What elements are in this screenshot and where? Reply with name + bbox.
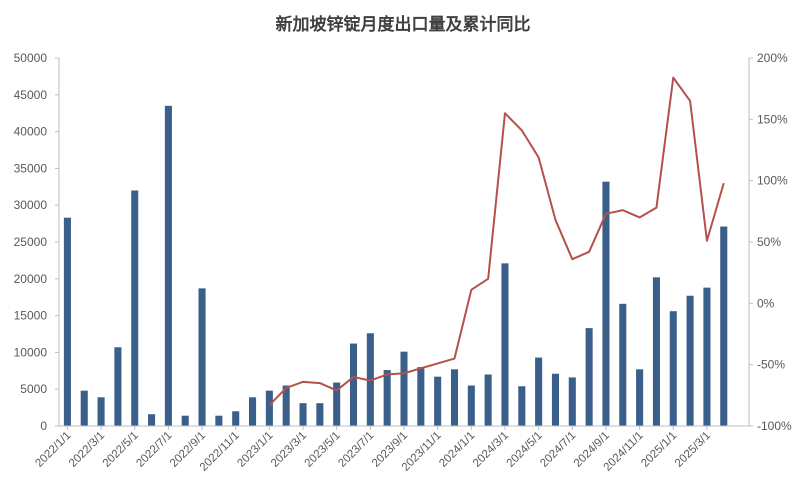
bar bbox=[349, 343, 358, 426]
x-tick-label: 2022/7/1 bbox=[134, 430, 174, 470]
right-tick-label: -100% bbox=[757, 419, 792, 433]
bar bbox=[97, 397, 105, 426]
x-axis: 2022/1/12022/3/12022/5/12022/7/12022/9/1… bbox=[33, 425, 749, 474]
bar bbox=[63, 217, 71, 426]
right-y-axis: -100% -50% 0% 50% 100% 150% 200% bbox=[748, 51, 792, 433]
bar bbox=[568, 377, 576, 426]
bar bbox=[383, 370, 391, 426]
bar bbox=[249, 397, 257, 426]
bar bbox=[282, 385, 290, 426]
bar bbox=[484, 374, 492, 426]
left-tick-label: 20000 bbox=[14, 272, 48, 286]
bar bbox=[602, 181, 610, 426]
x-tick-label: 2024/7/1 bbox=[538, 430, 578, 470]
bar bbox=[215, 415, 223, 426]
left-tick-label: 10000 bbox=[14, 345, 48, 359]
left-tick-label: 30000 bbox=[14, 198, 48, 212]
bar bbox=[265, 390, 273, 426]
bar bbox=[198, 288, 206, 426]
left-tick-label: 40000 bbox=[14, 125, 48, 139]
right-tick-label: 150% bbox=[757, 112, 788, 126]
bar-series bbox=[63, 105, 728, 426]
left-tick-label: 35000 bbox=[14, 161, 48, 175]
x-tick-label: 2022/3/1 bbox=[67, 430, 107, 470]
bar bbox=[551, 373, 559, 426]
bar bbox=[467, 385, 475, 426]
chart-title: 新加坡锌锭月度出口量及累计同比 bbox=[276, 14, 531, 35]
right-tick-label: -50% bbox=[757, 358, 785, 372]
bar bbox=[299, 403, 307, 426]
bar bbox=[585, 328, 593, 426]
left-tick-label: 50000 bbox=[14, 51, 48, 65]
bar bbox=[333, 382, 341, 426]
line-series bbox=[268, 76, 725, 406]
x-tick-label: 2022/1/1 bbox=[33, 430, 73, 470]
bar bbox=[703, 287, 711, 426]
bar bbox=[652, 277, 660, 426]
bar bbox=[181, 415, 189, 426]
left-tick-label: 45000 bbox=[14, 88, 48, 102]
bar bbox=[501, 263, 509, 426]
bar bbox=[636, 369, 644, 426]
x-tick-label: 2023/5/1 bbox=[303, 430, 343, 470]
left-tick-label: 0 bbox=[40, 419, 47, 433]
x-tick-label: 2025/3/1 bbox=[673, 430, 713, 470]
x-tick-label: 2024/3/1 bbox=[471, 430, 511, 470]
bar bbox=[114, 347, 122, 426]
bar bbox=[686, 295, 694, 426]
x-tick-label: 2024/5/1 bbox=[505, 430, 545, 470]
x-tick-label: 2023/1/1 bbox=[235, 430, 275, 470]
x-tick-label: 2023/7/1 bbox=[336, 430, 376, 470]
left-y-axis: 0 5000 10000 15000 20000 25000 30000 35000 40000… bbox=[14, 51, 60, 433]
left-tick-label: 15000 bbox=[14, 309, 48, 323]
bar bbox=[148, 414, 156, 426]
x-tick-label: 2025/1/1 bbox=[639, 430, 679, 470]
bar bbox=[232, 411, 240, 426]
bar bbox=[619, 303, 627, 426]
left-tick-label: 25000 bbox=[14, 235, 48, 249]
bar bbox=[518, 386, 526, 426]
bar bbox=[131, 190, 139, 426]
x-tick-label: 2023/3/1 bbox=[269, 430, 309, 470]
yoy-line bbox=[268, 76, 725, 406]
bar bbox=[417, 367, 425, 426]
x-tick-label: 2024/1/1 bbox=[437, 430, 477, 470]
right-tick-label: 100% bbox=[757, 174, 788, 188]
bar bbox=[400, 351, 408, 426]
bar bbox=[164, 105, 172, 426]
x-tick-label: 2022/5/1 bbox=[101, 430, 141, 470]
bar bbox=[80, 390, 88, 426]
bar bbox=[434, 376, 442, 426]
bar bbox=[720, 226, 728, 426]
bar bbox=[450, 369, 459, 426]
left-tick-label: 5000 bbox=[20, 382, 47, 396]
bar bbox=[535, 357, 543, 426]
bar bbox=[316, 403, 324, 426]
right-tick-label: 0% bbox=[757, 296, 775, 310]
bar bbox=[669, 311, 677, 426]
right-tick-label: 50% bbox=[757, 235, 781, 249]
right-tick-label: 200% bbox=[757, 51, 788, 65]
